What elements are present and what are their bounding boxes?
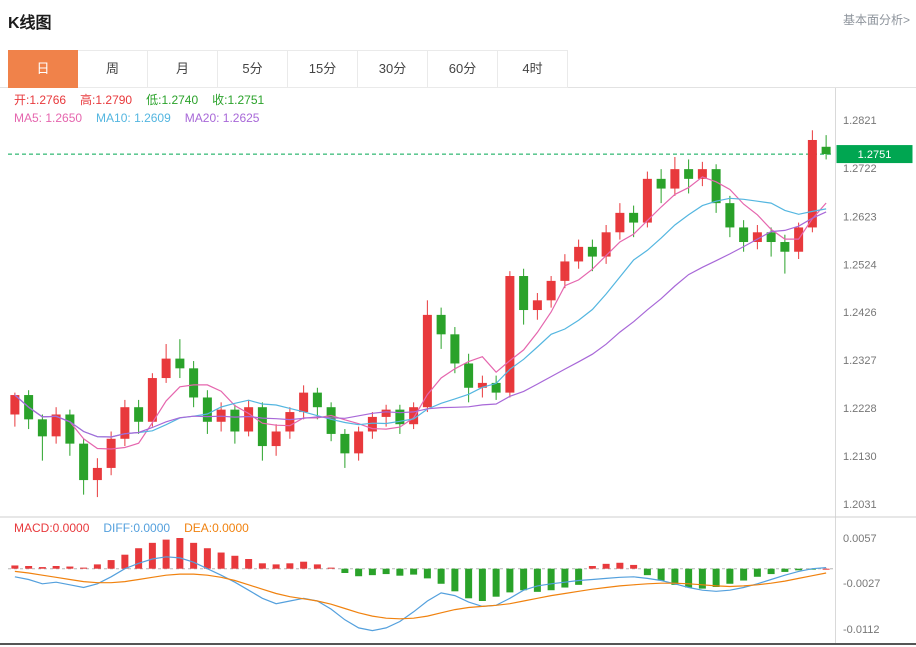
ohlc-high: 高:1.2790 [80,93,133,107]
ma20-value: MA20: 1.2625 [184,111,260,125]
svg-text:1.2623: 1.2623 [843,211,877,223]
tab-15min[interactable]: 15分 [288,50,358,88]
tab-month[interactable]: 月 [148,50,218,88]
svg-text:1.2031: 1.2031 [843,499,877,511]
svg-text:0.0057: 0.0057 [843,533,877,545]
tab-30min[interactable]: 30分 [358,50,428,88]
ohlc-open: 开:1.2766 [14,93,67,107]
tab-week[interactable]: 周 [78,50,148,88]
period-tabbar: 日 周 月 5分 15分 30分 60分 4时 [0,50,916,88]
tab-60min[interactable]: 60分 [428,50,498,88]
diff-value: DIFF:0.0000 [103,521,171,535]
svg-text:-0.0112: -0.0112 [843,624,880,636]
ohlc-low: 低:1.2740 [146,93,199,107]
ma-legend: MA5: 1.2650 MA10: 1.2609 MA20: 1.2625 [14,111,259,125]
svg-text:1.2327: 1.2327 [843,355,877,367]
page-header: K线图 基本面分析> [0,0,916,50]
ma5-value: MA5: 1.2650 [14,111,83,125]
kline-chart-canvas[interactable]: 1.2821 1.2722 1.2623 1.2524 1.2426 1.2327 1.22… [0,88,916,647]
ohlc-close: 收:1.2751 [212,93,265,107]
svg-text:1.2821: 1.2821 [843,115,877,127]
svg-text:1.2524: 1.2524 [843,259,877,271]
dea-value: DEA:0.0000 [184,521,249,535]
page-title: K线图 [8,15,52,32]
svg-text:1.2426: 1.2426 [843,307,877,319]
ohlc-legend: 开:1.2766 高:1.2790 低:1.2740 收:1.2751 [14,91,264,108]
ma10-value: MA10: 1.2609 [96,111,171,125]
svg-text:-0.0027: -0.0027 [843,578,880,590]
tab-5min[interactable]: 5分 [218,50,288,88]
macd-legend: MACD:0.0000 DIFF:0.0000 DEA:0.0000 [14,521,249,535]
fundamental-analysis-link[interactable]: 基本面分析> [842,13,910,27]
svg-text:1.2228: 1.2228 [843,403,877,415]
svg-text:1.2751: 1.2751 [858,149,892,161]
tab-day[interactable]: 日 [8,50,78,88]
svg-text:1.2722: 1.2722 [843,163,877,175]
tab-4hour[interactable]: 4时 [498,50,568,88]
macd-value: MACD:0.0000 [14,521,90,535]
svg-text:1.2130: 1.2130 [843,451,877,463]
